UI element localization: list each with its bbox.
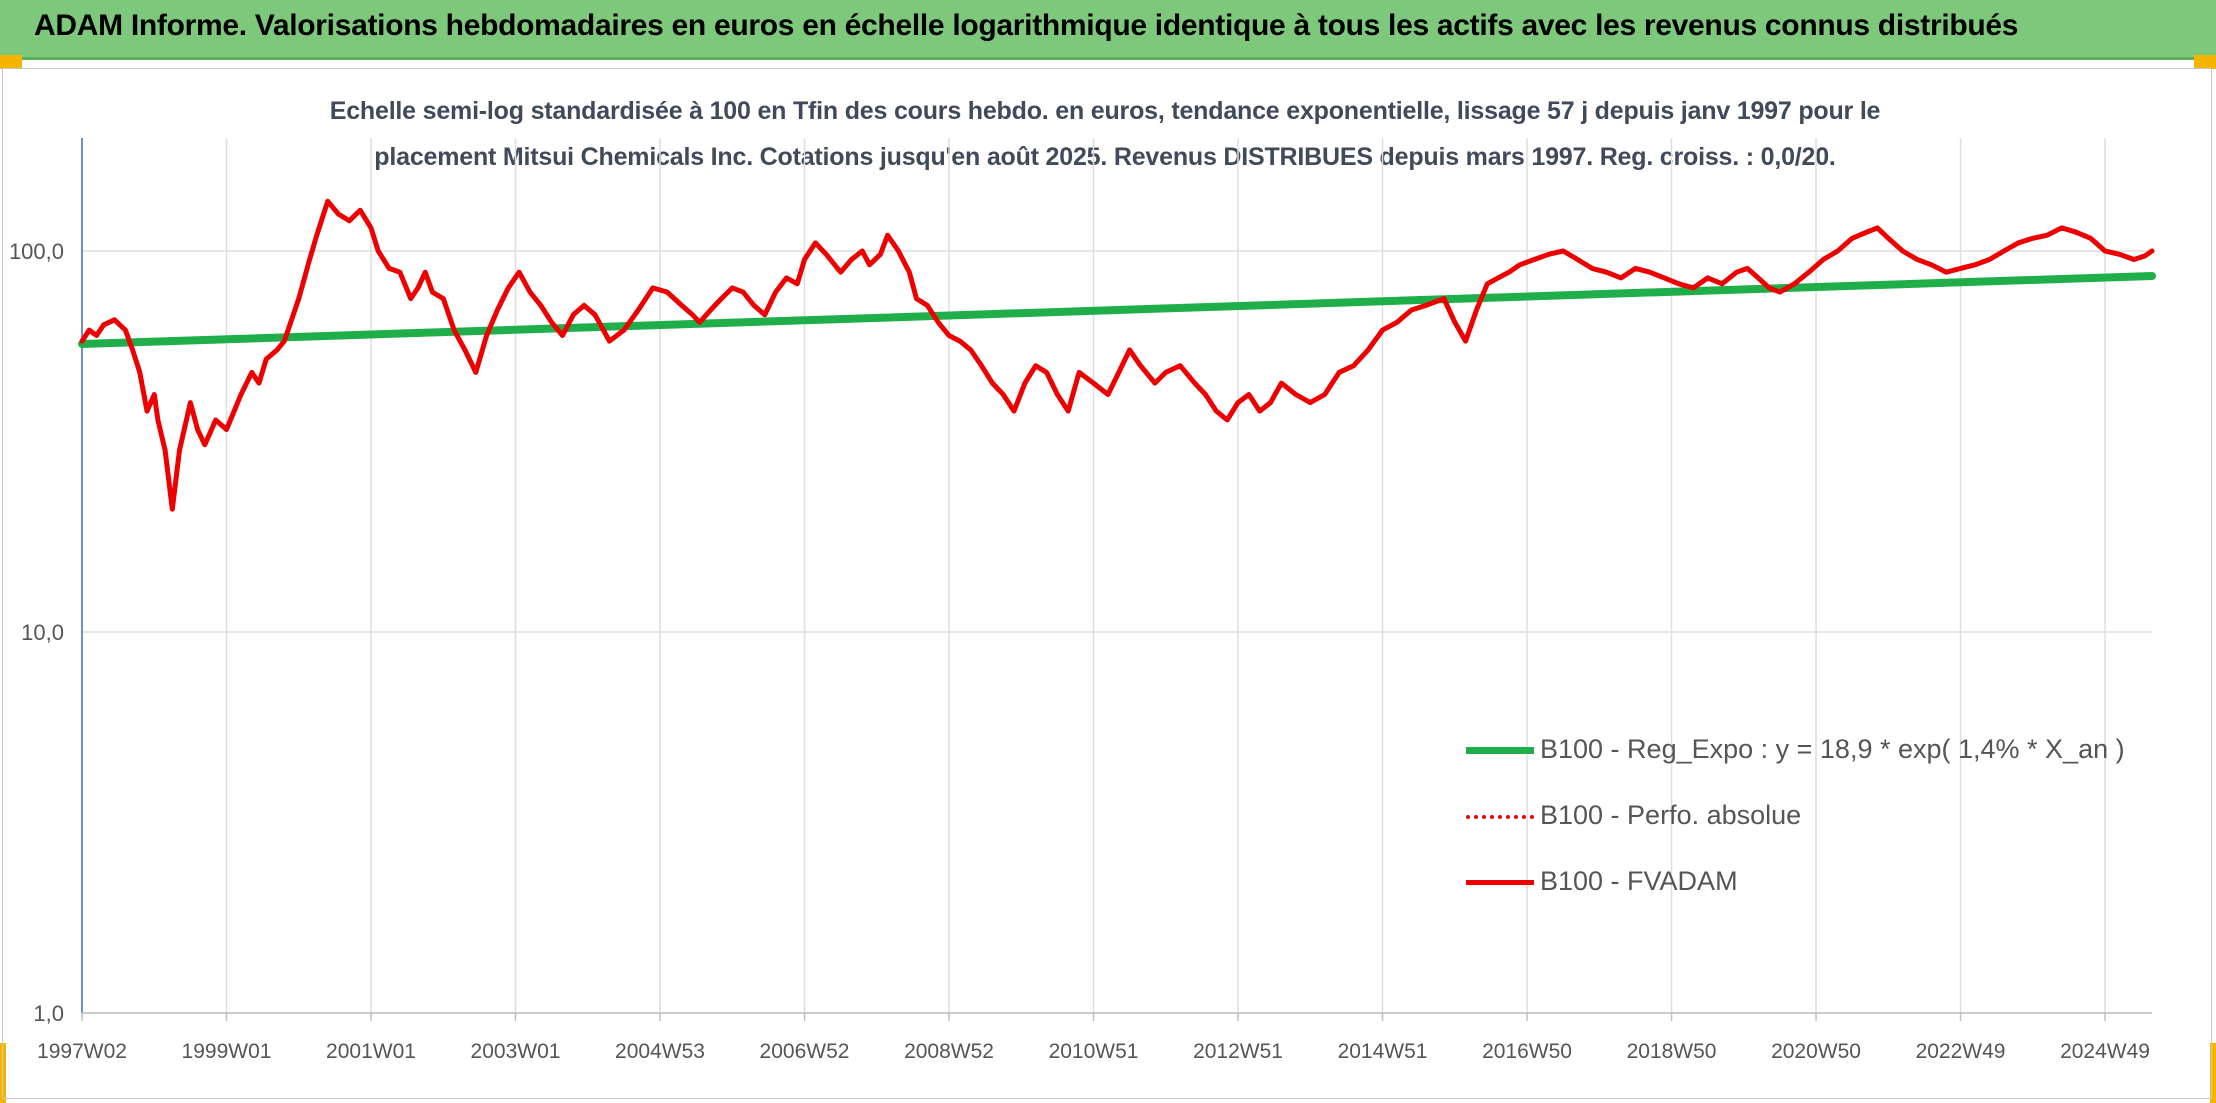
y-tick-label-1: 10,0 [21,620,64,645]
series-reg-expo-line [78,272,2156,348]
chart-frame [2,68,2212,1099]
x-tick-label-9: 2014W51 [1338,1040,1428,1063]
tick-label-layer: 1,0 10,0 100,0 1997W02 1999W01 2001W01 2003W01… [9,239,2150,1063]
x-tick-label-8: 2012W51 [1193,1040,1283,1063]
legend-swatch-fvadam [1466,880,1534,885]
legend-label-reg-expo: B100 - Reg_Expo : y = 18,9 * exp( 1,4% *… [1540,734,2125,764]
y-tick-label-0: 1,0 [33,1001,64,1026]
axis-layer [81,138,2152,1021]
legend-label-fvadam: B100 - FVADAM [1540,866,1738,896]
x-tick-label-13: 2022W49 [1916,1040,2006,1063]
legend-swatch-perfo-absolue [1466,815,1534,819]
x-tick-label-11: 2018W50 [1627,1040,1717,1063]
corner-marker-bottom-left [0,1043,6,1103]
series-fvadam-line [79,198,2155,512]
corner-marker-top-right [2194,55,2216,69]
x-tick-label-10: 2016W50 [1482,1040,1572,1063]
chart-title-line-1: Echelle semi-log standardisée à 100 en T… [329,97,1881,125]
x-tick-label-12: 2020W50 [1771,1040,1861,1063]
x-tick-label-2: 2001W01 [326,1040,416,1063]
chart-title-line-2: placement Mitsui Chemicals Inc. Cotation… [374,143,1836,171]
x-tick-label-6: 2008W52 [904,1040,994,1063]
x-tick-label-7: 2010W51 [1049,1040,1139,1063]
x-tick-label-5: 2006W52 [760,1040,850,1063]
x-tick-label-3: 2003W01 [471,1040,561,1063]
x-tick-label-0: 1997W02 [37,1040,127,1063]
legend-label-perfo-absolue: B100 - Perfo. absolue [1540,800,1802,830]
series-layer [78,198,2156,512]
corner-marker-bottom-right [2210,1043,2216,1103]
x-tick-label-1: 1999W01 [182,1040,272,1063]
x-tick-label-14: 2024W49 [2060,1040,2150,1063]
report-banner: ADAM Informe. Valorisations hebdomadaire… [0,0,2216,60]
y-tick-label-2: 100,0 [9,239,64,264]
report-title: ADAM Informe. Valorisations hebdomadaire… [34,9,2019,42]
x-tick-label-4: 2004W53 [615,1040,705,1063]
corner-marker-top-left [0,55,22,69]
legend-swatch-reg-expo [1466,747,1534,754]
